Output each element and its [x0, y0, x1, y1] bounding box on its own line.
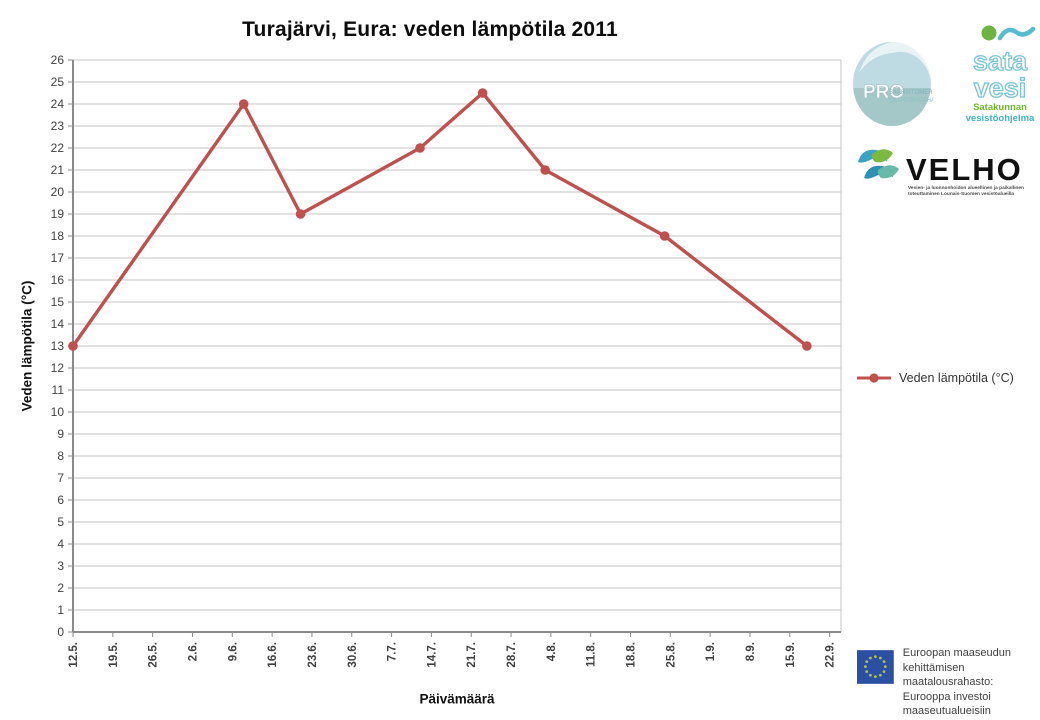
legend-marker-icon [857, 373, 891, 383]
x-tick-label: 11.8. [586, 642, 598, 667]
y-tick-label: 21 [51, 163, 65, 177]
eu-star-icon [874, 675, 877, 678]
data-point-marker [295, 209, 306, 219]
data-point-marker [415, 143, 425, 153]
satavesi-wave-icon [997, 26, 1036, 41]
x-tick-label: 28.7. [506, 642, 518, 668]
eu-star-icon [865, 670, 869, 673]
eu-star-icon [883, 665, 887, 668]
y-axis-title: Veden lämpötila (°C) [19, 280, 35, 412]
velho-leaf2-icon [877, 165, 899, 179]
temperature-line [71, 91, 809, 348]
y-tick-label: 8 [57, 449, 64, 463]
eu-star-icon [878, 673, 882, 677]
y-tick-label: 15 [51, 295, 65, 309]
satavesi-sub1: Satakunnan [973, 102, 1027, 113]
eu-star-icon [864, 665, 867, 668]
pro-logo-word: PRO [863, 82, 904, 103]
y-tick-label: 17 [51, 251, 65, 265]
legend-label: Veden lämpötila (°C) [899, 371, 1014, 385]
satavesi-dot-icon [981, 25, 997, 41]
y-tick-label: 3 [57, 559, 64, 573]
y-tick-label: 10 [51, 405, 65, 419]
satavesi-word1: sata [973, 46, 1028, 76]
x-tick-label: 2.6. [187, 642, 199, 661]
y-tick-label: 25 [51, 75, 65, 89]
y-tick-label: 5 [57, 515, 64, 529]
x-tick-label: 26.5. [148, 642, 160, 668]
y-tick-label: 19 [51, 207, 65, 221]
data-point-marker [802, 341, 812, 351]
y-tick-label: 20 [51, 185, 65, 199]
y-tick-label: 18 [51, 229, 65, 243]
y-tick-label: 0 [57, 625, 64, 639]
x-tick-label: 18.8. [626, 642, 638, 668]
pro-logo-line1: SAARISTOMERI [889, 90, 933, 96]
y-tick-label: 23 [51, 119, 65, 133]
data-point-marker [540, 165, 550, 175]
eu-text-line3: Eurooppa investoi maaseutualueisiin [902, 690, 991, 718]
chart-title: Turajärvi, Eura: veden lämpötila 2011 [242, 18, 618, 41]
eu-funding-text: Euroopan maaseudun kehittämisen maatalou… [903, 645, 1040, 719]
y-tick-label: 9 [57, 427, 64, 441]
pro-logo-line2: SKÄRGÅRDSHAVET [889, 97, 933, 104]
eu-star-icon [869, 656, 872, 660]
y-tick-label: 26 [51, 53, 65, 67]
x-tick-label: 15.9. [785, 642, 797, 668]
x-tick-label: 22.9. [825, 642, 837, 668]
y-tick-label: 11 [52, 383, 65, 397]
satavesi-word2: vesi [974, 73, 1027, 103]
x-tick-label: 16.6. [267, 642, 279, 668]
satavesi-logo: sata vesi Satakunnan vesistöohjelma [966, 25, 1036, 124]
y-tick-label: 4 [57, 537, 64, 551]
velho-tagline2: toteuttaminen Lounais-Suomen vesistöalue… [908, 191, 1014, 197]
y-tick-label: 6 [57, 493, 64, 507]
x-axis-title: Päivämäärä [419, 691, 495, 707]
x-tick-label: 9.6. [227, 642, 239, 661]
eu-star-icon [878, 656, 882, 660]
y-tick-label: 13 [51, 339, 65, 353]
y-tick-label: 2 [57, 581, 64, 595]
data-point-marker [477, 88, 488, 98]
x-tick-label: 25.8. [665, 642, 677, 668]
x-tick-label: 19.5. [108, 642, 120, 668]
pro-saaristomeri-logo: PRO SAARISTOMERI SKÄRGÅRDSHAVET [853, 42, 933, 126]
eu-star-icon [865, 660, 869, 664]
data-point-marker [238, 99, 249, 109]
y-tick-label: 14 [51, 317, 65, 331]
x-tick-label: 4.8. [546, 642, 558, 661]
x-tick-label: 1.9. [705, 642, 717, 661]
eu-text-line1: Euroopan maaseudun [902, 647, 1012, 659]
velho-logo: VELHO Vesien- ja luonnonhoidon alueellin… [858, 149, 1024, 197]
eu-text-line2: kehittämisen maatalousrahasto: [902, 661, 994, 689]
y-tick-label: 12 [51, 361, 65, 375]
x-tick-label: 30.6. [347, 642, 359, 668]
satavesi-sub2: vesistöohjelma [966, 113, 1035, 124]
y-tick-label: 22 [51, 141, 65, 155]
y-tick-label: 7 [57, 471, 64, 485]
legend: Veden lämpötila (°C) [856, 371, 1014, 385]
x-tick-label: 14.7. [426, 642, 438, 668]
x-tick-label: 7.7. [387, 642, 399, 661]
x-tick-label: 23.6. [307, 642, 319, 668]
x-tick-label: 21.7. [466, 642, 478, 668]
y-tick-label: 24 [51, 97, 65, 111]
velho-tagline1: Vesien- ja luonnonhoidon alueellinen ja … [908, 185, 1024, 191]
velho-leaf-icon [871, 149, 893, 163]
x-tick-label: 12.5. [68, 642, 80, 668]
eu-funding-block: Euroopan maaseudun kehittämisen maatalou… [857, 645, 1040, 719]
eu-star-icon [882, 670, 886, 673]
x-tick-label: 8.9. [745, 642, 757, 661]
eu-star-icon [869, 673, 872, 677]
y-tick-label: 1 [57, 603, 64, 617]
velho-name: VELHO [906, 152, 1023, 187]
eu-star-icon [882, 660, 886, 664]
data-point-marker [659, 231, 670, 241]
data-point-marker [68, 341, 78, 351]
eu-star-icon [874, 655, 877, 659]
y-tick-label: 16 [51, 273, 65, 287]
eu-flag-icon [857, 650, 894, 684]
